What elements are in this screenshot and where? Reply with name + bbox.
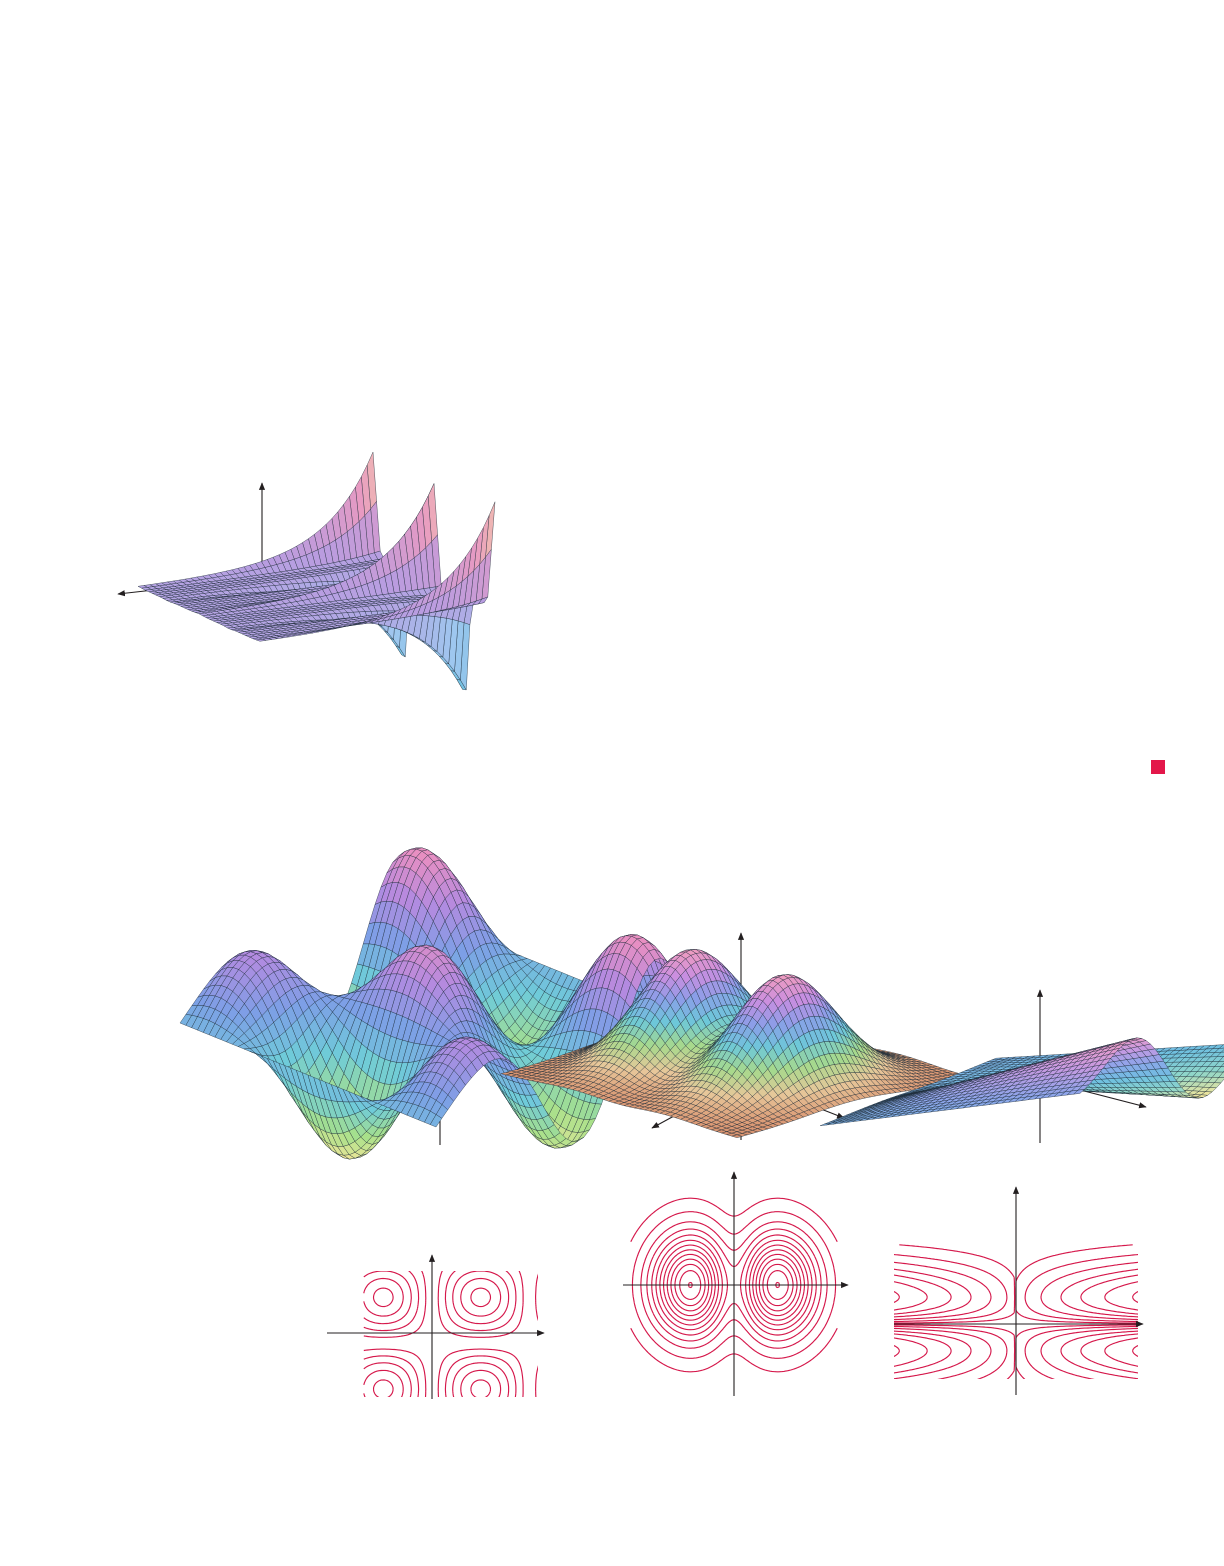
surface-facet xyxy=(429,1114,443,1128)
surface-mesh xyxy=(500,949,974,1138)
end-of-example-marker xyxy=(1151,760,1165,774)
surface-mesh xyxy=(137,451,496,691)
surface-plot-twin-peaks xyxy=(500,932,974,1140)
surface-mesh xyxy=(179,847,697,1160)
surface-plot-decaying-ridges xyxy=(117,451,496,691)
surface-facet xyxy=(256,638,266,642)
surface-plot-wavy xyxy=(179,847,697,1160)
